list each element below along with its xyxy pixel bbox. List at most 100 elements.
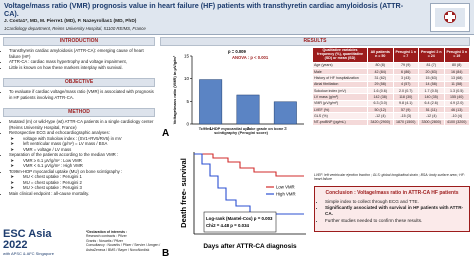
bar xyxy=(236,94,260,125)
conference-name: ESC Asia 2022 xyxy=(3,228,52,251)
sub-item: VMR < 6.1 μV/g/m² : High VMR xyxy=(15,163,155,169)
sub-item: MU > chest uptake : Perugini 3 xyxy=(15,185,155,191)
table-header-cell: Perugini 1 n = 7 xyxy=(392,47,419,63)
table-cell: NT-proBNP (pg/mL) xyxy=(312,118,368,127)
disclosure-line: Consultancy : Novartis / Pfizer / Servie… xyxy=(86,243,161,252)
table-cell: 4100 (3200) xyxy=(443,118,470,127)
table-cell: 3420 (2900) xyxy=(367,118,394,127)
section-heading: INTRODUCTION xyxy=(3,37,155,46)
bullet-list: Transthyretin cardiac amyloidosis (ATTR-… xyxy=(3,48,155,70)
hospital-logo xyxy=(430,3,470,32)
y-axis-label: Voltage/mass ratio (VMR) in μV/g/m² xyxy=(172,55,177,124)
stats-text: Log-rank (Mantel-Cox) p = 0.003 xyxy=(206,216,273,221)
sub-item: MU = chest uptake : Perugini 2 xyxy=(15,180,155,186)
table-row: LV mass (g/m²) 142 (38) 118 (30) 140 (35) 15… xyxy=(312,93,470,101)
table-row: Male 42 (84) 6 (86) 20 (83) 16 (84) xyxy=(312,68,470,76)
bullet-item: Mutated (m) or wild-type (wt) ATTR-CA pa… xyxy=(9,119,155,130)
panel-label: B xyxy=(162,248,169,259)
conclusion-list: Simple index to collect through ECG and … xyxy=(315,199,469,224)
conclusion-box: Conclusion : Voltage/mass ratio in ATTR-… xyxy=(314,186,470,232)
bullet-item: ATTR-CA : cardiac mass hypertrophy and v… xyxy=(9,59,155,65)
x-tick-label: 3 xyxy=(284,126,287,131)
bullet-item: Little is known on how these markers int… xyxy=(9,65,155,71)
table-row: GLS (%) -12 (4) -15 (3) -12 (4) -10 (4) xyxy=(312,112,470,120)
table-header-cell: All patients n = 50 xyxy=(367,47,394,63)
bullet-item: Tc99m-HDP myocardial uptake (MU) on bone… xyxy=(9,169,155,191)
table-note: LVEF: left ventricular ejection fraction… xyxy=(314,173,465,181)
authors: J. Costa1*, MD, M. Pierre1 (MD), P. Naze… xyxy=(4,19,137,24)
survival-curve xyxy=(194,153,304,177)
legend-label: Low VMR xyxy=(276,185,295,190)
bullet-text: Separation of the patients according to … xyxy=(9,152,119,157)
disclosures: *Declaration of interests : Research con… xyxy=(86,230,176,252)
bullet-text: ATTR-CA : cardiac mass hypertrophy and v… xyxy=(9,59,127,64)
x-tick-label: 2 xyxy=(247,126,250,131)
disclosure-line: Grants : Novartis / Pfizer xyxy=(86,238,123,243)
conclusion-item: Further studies needed to confirm these … xyxy=(325,218,469,224)
table-header-cell: Perugini 3 n = 19 xyxy=(443,47,470,63)
bullet-item: To evaluate if cardiac voltage/mass rati… xyxy=(9,89,155,100)
sub-item: voltage with Sokolow index : (SV1+RV5/RV… xyxy=(15,136,155,142)
stats-box xyxy=(203,211,277,233)
y-tick-label: 10 xyxy=(184,76,190,81)
bullet-text: Tc99m-HDP myocardial uptake (MU) on bone… xyxy=(9,168,123,174)
affiliation: 1Cardiology department, Reims University… xyxy=(4,26,146,31)
disclosure-line: Research contracts : Pfizer xyxy=(86,234,127,239)
stats-text: Chi2 = 4.48 p = 0.034 xyxy=(206,223,250,228)
bullet-text: Main clinical endpoint : all-cause morta… xyxy=(9,190,90,196)
section-heading: RESULTS xyxy=(160,37,470,46)
sub-list: VMR ≥ 6.1 μV/g/m² : Low VMRVMR < 6.1 μV/… xyxy=(9,158,155,169)
section-heading: METHOD xyxy=(3,108,155,117)
bullet-text: Retrospective ECG and echocardiographic … xyxy=(9,130,110,135)
header-band xyxy=(0,0,474,35)
bullet-item: Retrospective ECG and echocardiographic … xyxy=(9,130,155,152)
figure-b: Death free- survival Days after ATTR-CA d… xyxy=(162,152,306,259)
sub-item: VMR ≥ 6.1 μV/g/m² : Low VMR xyxy=(15,158,155,164)
section-heading: OBJECTIVE xyxy=(3,78,155,87)
y-tick-label: 5 xyxy=(186,99,189,104)
table-row: NT-proBNP (pg/mL) 3420 (2900) 1870 (1500) 3… xyxy=(312,118,470,127)
figure-a: 0 5 10 15 1 2 3 Voltage/mass ratio (VMR) in μV/… xyxy=(162,49,304,139)
survival-curve xyxy=(194,153,304,215)
bullet-text: Transthyretin cardiac amyloidosis (ATTR-… xyxy=(9,48,144,59)
sub-list: voltage with Sokolow index : (SV1+RV5/RV… xyxy=(9,136,155,153)
table-row: VMR (μV/g/m²) 6.3 (3.0) 9.8 (4.1) 6.4 (2.6)… xyxy=(312,99,470,108)
bullet-text: Little is known on how these markers int… xyxy=(9,64,123,70)
table-header-cell: Qualitative variables frequency (%), qua… xyxy=(312,47,368,63)
x-axis-label: Days after ATTR-CA diagnosis xyxy=(203,243,297,250)
panel-label: A xyxy=(162,128,169,139)
y-tick-label: 0 xyxy=(186,122,189,127)
table-header-cell: Perugini 2 n = 24 xyxy=(418,47,445,63)
y-axis-label: Death free- survival xyxy=(179,158,188,228)
sub-list: MU < chest uptake : Perugini 1MU = chest… xyxy=(9,174,155,191)
conclusion-item: Simple index to collect through ECG and … xyxy=(325,199,469,205)
bar xyxy=(199,79,223,125)
sub-item: left ventricular mass (g/m²) = LV mass /… xyxy=(15,141,155,147)
annotation: p = 0.009 xyxy=(228,49,246,54)
bullet-list: Mutated (m) or wild-type (wt) ATTR-CA pa… xyxy=(3,119,155,196)
table-header-row: Qualitative variables frequency (%), qua… xyxy=(312,47,470,63)
poster-title: Voltage/mass ratio (VMR) prognosis value… xyxy=(4,1,404,19)
table-cell: 3300 (2800) xyxy=(418,118,445,127)
results-table: Qualitative variables frequency (%), qua… xyxy=(312,47,470,127)
bullet-item: Main clinical endpoint : all-cause morta… xyxy=(9,191,155,197)
table-cell: 1870 (1500) xyxy=(392,118,419,127)
sub-item: MU < chest uptake : Perugini 1 xyxy=(15,174,155,180)
sub-item: VMR = voltage / LV mass xyxy=(15,147,155,153)
bullet-item: Separation of the patients according to … xyxy=(9,152,155,169)
conference-partners: with APSC & AFC Singapore xyxy=(3,251,54,256)
bullet-item: Transthyretin cardiac amyloidosis (ATTR-… xyxy=(9,48,155,59)
x-tick-label: 1 xyxy=(209,126,212,131)
x-axis-label: Tc99m-HDP myocardial uptake grade on bon… xyxy=(198,126,284,136)
bullet-text: Mutated (m) or wild-type (wt) ATTR-CA pa… xyxy=(9,119,154,130)
annotation: ANOVA : p < 0.001 xyxy=(232,55,269,60)
conclusion-item: Significantly associated with survival i… xyxy=(325,205,469,217)
conclusion-title: Conclusion : Voltage/mass ratio in ATTR-… xyxy=(325,190,459,196)
results-table-area: Qualitative variables frequency (%), qua… xyxy=(312,47,470,127)
y-tick-label: 15 xyxy=(184,54,190,59)
disclosure-title: *Declaration of interests : xyxy=(86,230,128,234)
legend-label: High VMR xyxy=(276,192,296,197)
footer-brand: ESC Asia 2022 with APSC & AFC Singapore xyxy=(3,228,63,257)
left-column: INTRODUCTION Transthyretin cardiac amyloi… xyxy=(3,37,155,227)
